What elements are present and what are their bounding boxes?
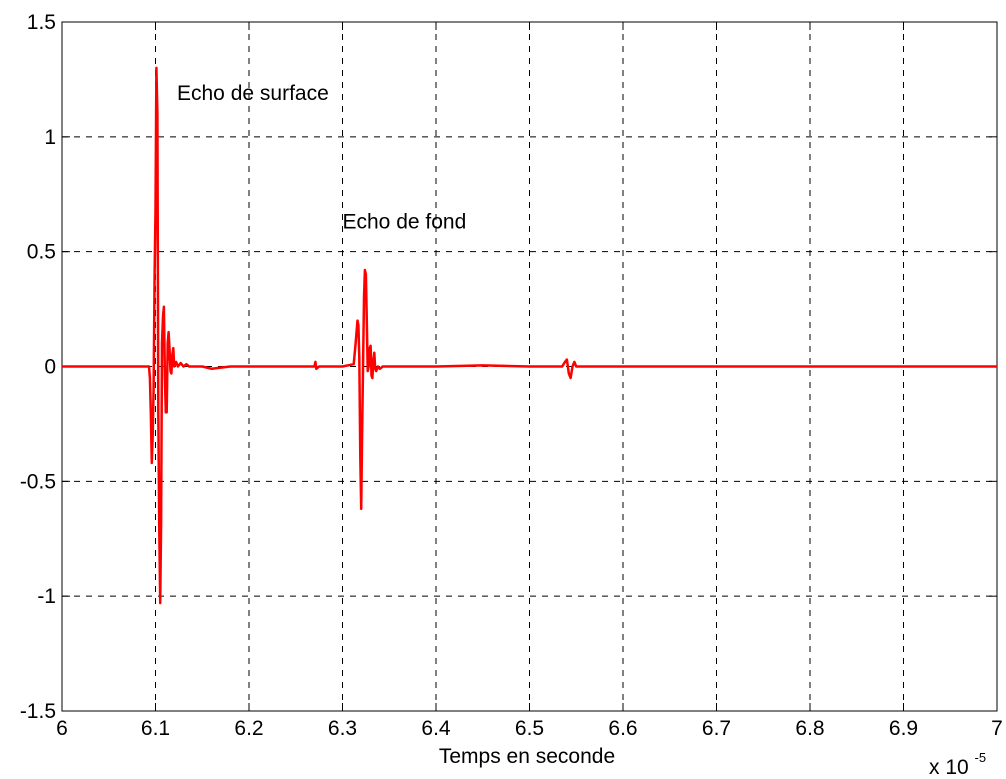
x-tick-label: 6.2 xyxy=(234,717,263,740)
annotation-label: Echo de fond xyxy=(343,211,467,234)
annotation-label: Echo de surface xyxy=(177,82,329,105)
x-tick-label: 6.4 xyxy=(421,717,451,740)
y-tick-label: 1 xyxy=(44,126,56,149)
series-line xyxy=(62,66,997,605)
y-tick-label: 0.5 xyxy=(27,241,56,264)
tick-labels: 6 6.1 6.2 6.3 6.4 6.5 6.6 6.7 6.8 6.9 7 -1.5 -1 -0.5 0… xyxy=(20,11,1003,740)
x-tick-label: 6.1 xyxy=(141,717,170,740)
y-tick-label: -1.5 xyxy=(20,700,56,723)
x-tick-label: 6.9 xyxy=(889,717,918,740)
y-tick-label: 0 xyxy=(44,356,56,379)
x-tick-label: 6 xyxy=(56,717,68,740)
x-tick-label: 6.8 xyxy=(795,717,824,740)
y-tick-label: -1 xyxy=(37,585,56,608)
x-multiplier: x 10 -5 xyxy=(929,750,986,779)
ticks xyxy=(61,21,998,712)
x-tick-label: 7 xyxy=(991,717,1003,740)
annotations: Echo de surface Echo de fond xyxy=(177,82,466,234)
x-tick-label: 6.3 xyxy=(328,717,357,740)
x-multiplier-base: x 10 xyxy=(929,756,969,779)
x-multiplier-exponent: -5 xyxy=(975,750,987,765)
x-tick-label: 6.7 xyxy=(702,717,731,740)
x-axis-label: Temps en seconde xyxy=(439,745,615,768)
y-tick-label: -0.5 xyxy=(20,470,56,493)
x-tick-label: 6.6 xyxy=(608,717,637,740)
x-tick-label: 6.5 xyxy=(515,717,544,740)
y-tick-label: 1.5 xyxy=(27,11,56,34)
